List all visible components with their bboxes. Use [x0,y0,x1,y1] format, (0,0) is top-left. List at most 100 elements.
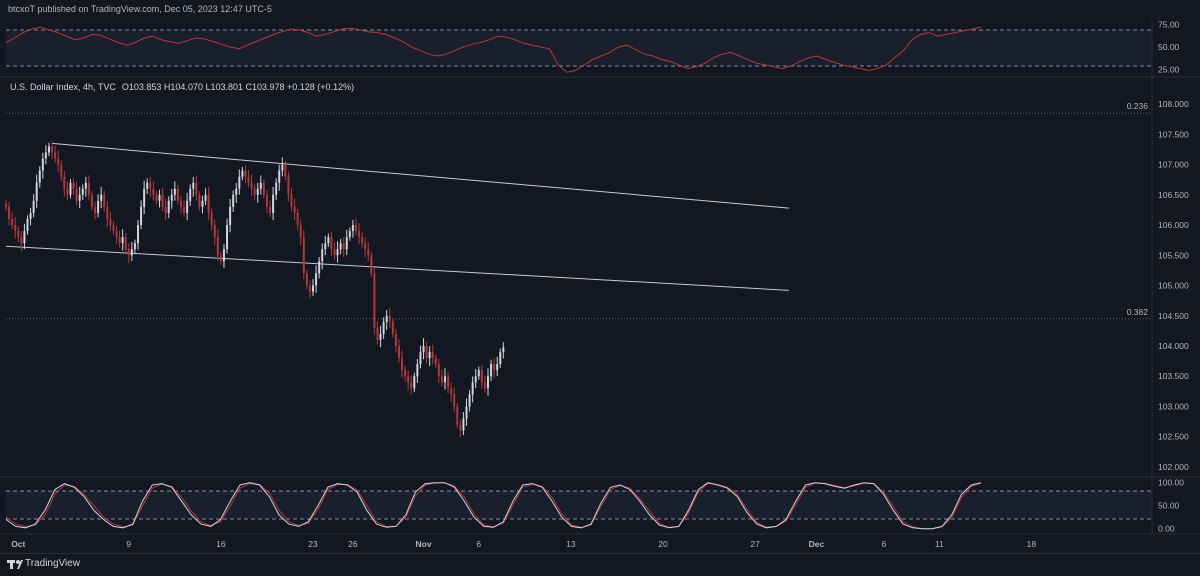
candle-body [253,188,256,195]
candle-body [198,194,201,207]
price-pane[interactable]: U.S. Dollar Index, 4h, TVC O103.853 H104.… [5,82,1189,472]
candle-body [465,406,468,419]
price-tick-label: 102.500 [1158,432,1189,442]
candle-body [305,273,308,286]
candle-body [57,158,60,165]
time-tick-label: 16 [216,539,226,549]
candle-body [364,243,367,250]
candle-body [315,273,318,286]
candle-body [173,188,176,195]
candle-body [265,194,268,207]
candle-body [100,194,103,201]
candle-body [474,376,477,383]
candle-body [241,170,244,177]
tradingview-logo-icon[interactable] [7,558,37,571]
time-tick-label: 6 [476,539,481,549]
candle-body [272,194,275,213]
candle-body [164,206,167,213]
candle-body [29,212,32,219]
fib-level-label: 0.236 [1127,101,1149,111]
candle-body [462,418,465,431]
candle-body [281,164,284,171]
candle-body [222,249,225,262]
candle-body [14,225,17,232]
candle-body [38,170,41,183]
time-axis[interactable]: Oct 9 16 23 26 Nov 6 13 20 27 Dec 6 11 18 [11,539,1036,549]
candle-body [330,237,333,250]
candle-body [358,231,361,238]
candle-body [170,194,173,201]
candle-body [78,194,81,201]
candle-body [278,170,281,183]
stoch-y-axis: 100.00 50.00 0.00 [1158,478,1184,534]
candle-body [63,176,66,189]
candle-body [373,273,376,328]
candle-body [179,200,182,207]
candle-body [345,237,348,250]
rsi-pane[interactable]: 75.00 50.00 25.00 [5,20,1180,75]
candle-body [161,194,164,207]
candle-body [23,231,26,244]
time-tick-label: 13 [566,539,576,549]
brand-bar: TradingView [0,553,1200,576]
candle-body [468,394,471,407]
candle-body [11,218,14,226]
candle-body [167,200,170,213]
candle-body [434,358,437,365]
candle-body [32,200,35,213]
published-by-label: btcxoT published on TradingView.com, Dec… [8,4,272,14]
candle-body [47,146,50,153]
candle-body [17,231,20,238]
time-tick-label: Oct [11,539,25,549]
stoch-tick-label: 0.00 [1158,524,1175,534]
candle-body [5,203,7,207]
candle-body [35,182,38,201]
candle-body [109,218,112,226]
time-tick-label: 11 [935,539,944,549]
price-tick-label: 108.000 [1158,99,1189,109]
time-tick-label: Dec [809,539,825,549]
candle-body [66,188,69,195]
rsi-band-fill [6,30,1152,66]
candle-body [496,364,499,371]
candle-body [290,194,293,207]
rsi-tick-label: 75.00 [1158,20,1180,30]
candle-body [388,315,391,322]
price-tick-label: 107.000 [1158,160,1189,170]
candle-body [262,182,265,195]
candle-body [186,200,189,213]
price-tick-label: 103.500 [1158,371,1189,381]
candle-body [189,188,192,201]
candle-body [486,376,489,389]
candle-body [422,346,425,353]
candle-body [342,243,345,250]
candle-body [127,249,130,256]
candle-body [376,327,379,340]
candle-body [428,352,431,359]
candle-body [140,206,143,226]
stoch-tick-label: 50.00 [1158,501,1180,511]
candle-body [183,206,186,213]
candle-body [210,212,213,226]
candle-body [75,188,78,201]
candle-body [308,285,311,292]
candle-body [81,188,84,195]
candle-body [336,249,339,256]
rsi-y-axis: 75.00 50.00 25.00 [1158,20,1180,75]
candle-body [397,346,400,359]
stoch-pane[interactable]: 100.00 50.00 0.00 [5,478,1184,534]
candle-body [219,255,222,262]
candle-body [216,237,219,256]
candle-body [453,394,456,407]
fib-level-label: 0.382 [1127,307,1149,317]
candle-body [204,194,207,201]
time-tick-label: 27 [750,539,760,549]
candle-body [226,225,229,250]
candle-body [416,364,419,377]
candle-body [259,182,262,189]
candle-body [146,182,149,189]
candle-body [391,321,394,334]
candle-body [477,370,480,377]
time-tick-label: 26 [348,539,358,549]
